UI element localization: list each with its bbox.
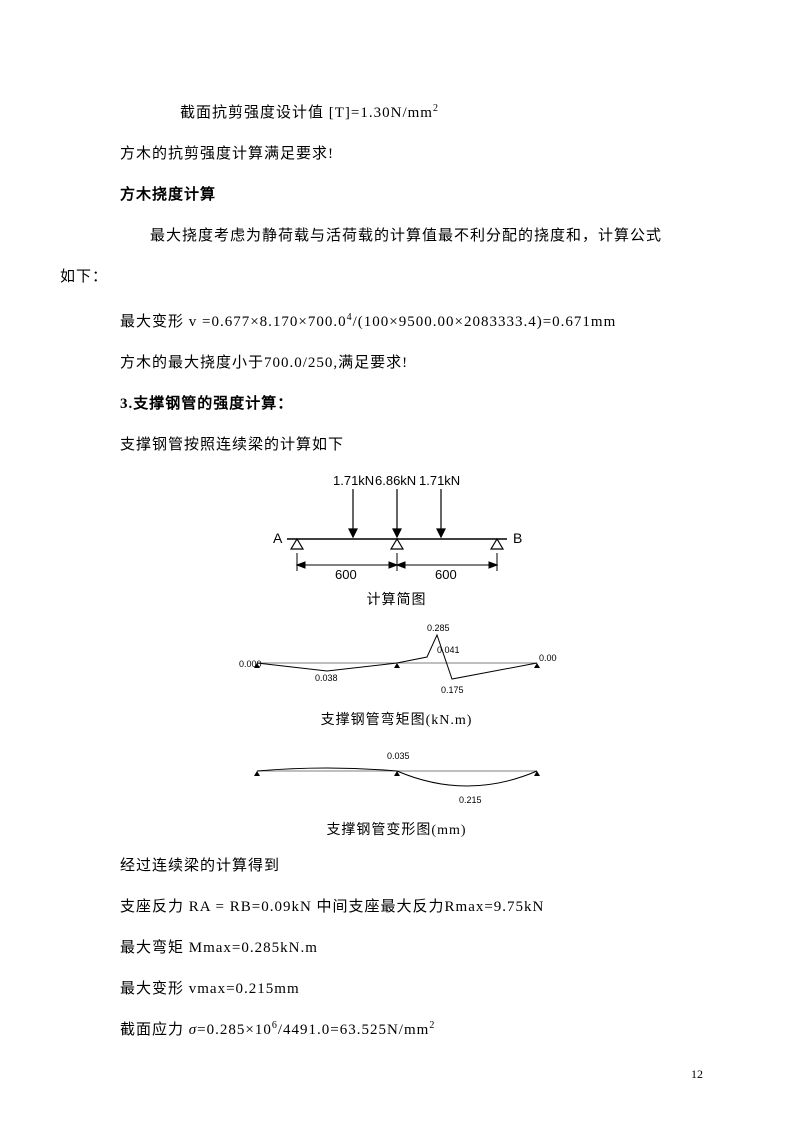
support-label-a: A (273, 530, 283, 546)
val-peak: 0.285 (427, 623, 450, 633)
dimension-lines (297, 553, 497, 571)
supports (291, 539, 503, 549)
line-deflection-ok: 方木的最大挠度小于700.0/250,满足要求! (120, 350, 673, 377)
sigma: σ (189, 1022, 197, 1038)
load-arrows (349, 489, 445, 537)
caption-deform: 支撑钢管变形图(mm) (120, 819, 673, 839)
val-peak: 0.035 (387, 751, 410, 761)
diagram-deform: 0.035 0.215 (120, 743, 673, 813)
line-result-intro: 经过连续梁的计算得到 (120, 853, 673, 880)
load-label-3: 1.71kN (419, 473, 460, 488)
text-a: 截面应力 (120, 1022, 189, 1038)
text-b: =0.285×10 (197, 1022, 272, 1038)
val-valley: 0.215 (459, 795, 482, 805)
line-max-moment: 最大弯矩 Mmax=0.285kN.m (120, 935, 673, 962)
support-label-b: B (513, 530, 522, 546)
line-stress: 截面应力 σ=0.285×106/4491.0=63.525N/mm2 (120, 1017, 673, 1044)
load-label-1: 1.71kN (333, 473, 374, 488)
diagram-beam-loads: 1.71kN 6.86kN 1.71kN A B (120, 473, 673, 583)
moment-left (257, 663, 397, 671)
sup2: 2 (429, 1020, 435, 1031)
line-reactions: 支座反力 RA = RB=0.09kN 中间支座最大反力Rmax=9.75kN (120, 894, 673, 921)
line-max-deform: 最大变形 v =0.677×8.170×700.04/(100×9500.00×… (120, 309, 673, 336)
span-label-2: 600 (435, 567, 457, 582)
diagram-moment: 0.000 0.000 0.285 0.041 0.038 0.175 (120, 623, 673, 703)
span-label-1: 600 (335, 567, 357, 582)
text: 截面抗剪强度设计值 [T]=1.30N/mm (180, 105, 433, 121)
caption-beam: 计算简图 (120, 589, 673, 609)
page-number: 12 (691, 1067, 703, 1082)
heading-deflection: 方木挠度计算 (120, 182, 673, 209)
val-dip1: 0.038 (315, 673, 338, 683)
val-dip2: 0.175 (441, 685, 464, 695)
caption-moment: 支撑钢管弯矩图(kN.m) (120, 709, 673, 729)
load-label-2: 6.86kN (375, 473, 416, 488)
moment-right (397, 635, 537, 679)
heading-steel-pipe: 3.支撑钢管的强度计算： (120, 391, 673, 418)
val-left: 0.000 (239, 659, 262, 669)
line-shear-ok: 方木的抗剪强度计算满足要求! (120, 141, 673, 168)
text-a: 最大变形 v =0.677×8.170×700.0 (120, 314, 347, 330)
sup: 2 (433, 103, 439, 114)
line-shear-design: 截面抗剪强度设计值 [T]=1.30N/mm2 (120, 100, 673, 127)
line-pipe-intro: 支撑钢管按照连续梁的计算如下 (120, 432, 673, 459)
line-deflection-intro-b: 如下： (60, 264, 673, 291)
text-b: /(100×9500.00×2083333.4)=0.671mm (353, 314, 617, 330)
support-marks (254, 771, 540, 776)
val-small: 0.041 (437, 645, 460, 655)
line-max-deflection: 最大变形 vmax=0.215mm (120, 976, 673, 1003)
val-right: 0.000 (539, 653, 557, 663)
line-deflection-intro-a: 最大挠度考虑为静荷载与活荷载的计算值最不利分配的挠度和，计算公式 (120, 223, 673, 250)
text-c: /4491.0=63.525N/mm (278, 1022, 429, 1038)
